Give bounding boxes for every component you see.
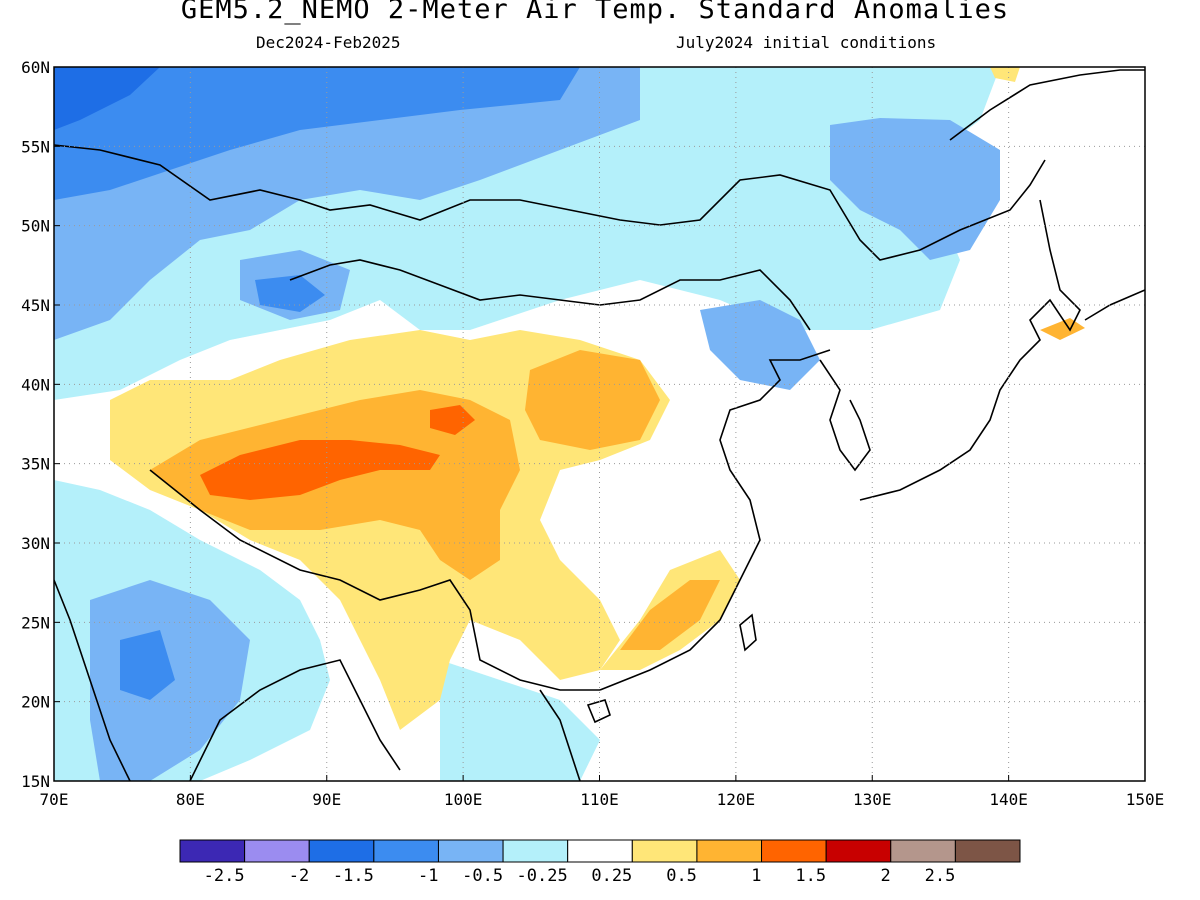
warm-core-qinghai xyxy=(430,405,475,435)
colorbar-label: 0.25 xyxy=(591,866,632,886)
cold-core-north-west xyxy=(54,67,160,130)
colorbar-swatch xyxy=(890,839,956,863)
colorbar-swatch xyxy=(437,839,504,863)
colorbar-swatch xyxy=(954,839,1021,863)
lon-tick-label: 110E xyxy=(580,790,619,809)
bay-of-bengal-coast xyxy=(189,659,401,781)
mongolia-border xyxy=(289,259,811,331)
warm-south-china-mid xyxy=(620,580,720,650)
warm-spot-north xyxy=(990,67,1020,82)
colorbar: -2.5 -2 -1.5 -1 -0.5 -0.25 0.25 0.5 1 1.5 2 2.5 xyxy=(179,839,1021,886)
warm-plateau-mid xyxy=(150,390,520,580)
indochina-coast xyxy=(539,689,581,781)
colorbar-label: -0.25 xyxy=(517,866,568,886)
lon-tick-label: 150E xyxy=(1126,790,1165,809)
lon-tick-label: 140E xyxy=(989,790,1028,809)
lat-tick-label: 60N xyxy=(21,58,50,77)
colorbar-label: 0.5 xyxy=(666,866,697,886)
colorbar-label: 2 xyxy=(881,866,891,886)
grid-lines xyxy=(54,67,1145,781)
lon-tick-label: 70E xyxy=(40,790,69,809)
season-subtitle: Dec2024-Feb2025 xyxy=(256,33,401,52)
colorbar-swatch xyxy=(696,839,763,863)
colorbar-swatch xyxy=(308,839,375,863)
colorbar-swatch xyxy=(631,839,698,863)
colorbar-swatch xyxy=(244,839,310,863)
warm-mongolia-mid xyxy=(525,350,660,450)
colorbar-label: -2.5 xyxy=(204,866,245,886)
cold-indochina xyxy=(440,660,600,781)
colorbar-label: 2.5 xyxy=(925,866,956,886)
colorbar-label: 1 xyxy=(751,866,761,886)
lon-tick-label: 120E xyxy=(717,790,756,809)
cold-blue-mongolia xyxy=(700,300,820,390)
lat-tick-label: 55N xyxy=(21,137,50,156)
colorbar-swatch xyxy=(179,839,246,863)
colorbar-label: -2 xyxy=(289,866,309,886)
lon-tick-label: 100E xyxy=(444,790,483,809)
lon-tick-label: 80E xyxy=(176,790,205,809)
kamchatka-coast xyxy=(949,69,1145,141)
colorbar-swatch xyxy=(373,839,439,863)
lat-tick-label: 45N xyxy=(21,296,50,315)
china-south-border xyxy=(149,469,600,691)
cold-core-kazakh xyxy=(255,275,325,312)
korea-coast xyxy=(819,359,871,472)
lat-tick-label: 25N xyxy=(21,613,50,632)
colorbar-label: -0.5 xyxy=(462,866,503,886)
colorbar-swatch xyxy=(825,839,892,863)
lat-tick-label: 20N xyxy=(21,693,50,712)
cold-core-india xyxy=(120,630,175,700)
cold-blue-north-east xyxy=(830,118,1000,260)
lat-tick-label: 50N xyxy=(21,217,50,236)
northern-border xyxy=(54,144,1046,261)
map-title: GEM5.2_NEMO 2-Meter Air Temp. Standard A… xyxy=(180,0,1010,25)
china-coast xyxy=(599,349,831,691)
taiwan-coast xyxy=(739,613,757,652)
colorbar-swatch xyxy=(502,839,569,863)
lon-tick-label: 130E xyxy=(853,790,892,809)
colorbar-swatch xyxy=(761,839,827,863)
colorbar-swatch xyxy=(567,839,633,863)
lat-tick-label: 30N xyxy=(21,534,50,553)
lat-tick-label: 15N xyxy=(21,772,50,791)
anomaly-fields xyxy=(54,67,1145,781)
init-conditions-subtitle: July2024 initial conditions xyxy=(676,33,937,52)
cold-belt-mid xyxy=(54,67,580,200)
colorbar-label: 1.5 xyxy=(795,866,826,886)
india-coast xyxy=(54,579,131,781)
warm-core-tibet xyxy=(200,440,440,500)
axis-ticks: 70E 80E 90E 100E 110E 120E 130E 140E 150E 15N 20N 2… xyxy=(21,58,1164,809)
lon-tick-label: 90E xyxy=(312,790,341,809)
colorbar-label: -1.5 xyxy=(333,866,374,886)
colorbar-label: -1 xyxy=(418,866,438,886)
lat-tick-label: 40N xyxy=(21,375,50,394)
lat-tick-label: 35N xyxy=(21,455,50,474)
